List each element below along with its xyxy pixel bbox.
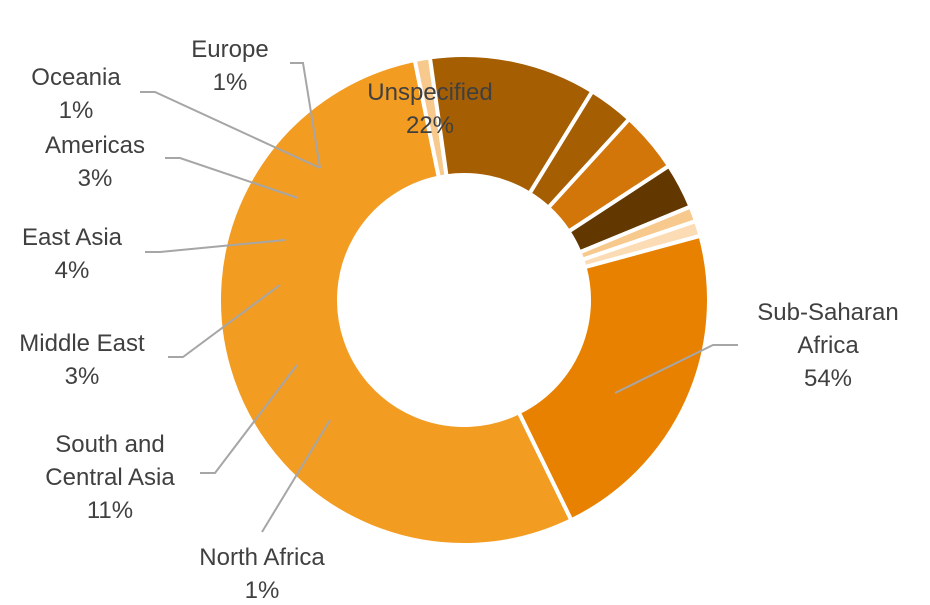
label-line-europe-1: 1% — [213, 69, 248, 96]
label-north-africa: North Africa 1% — [199, 544, 325, 604]
donut-slices — [217, 53, 711, 547]
label-middle-east: Middle East 3% — [19, 330, 145, 390]
label-line-americas-1: 3% — [78, 165, 113, 192]
label-line-unspecified-0: Unspecified — [367, 79, 492, 106]
slice-labels: Sub-Saharan Africa 54% North Africa 1% South … — [19, 36, 898, 604]
slice-unspecified — [516, 233, 711, 523]
label-line-middle-east-0: Middle East — [19, 330, 145, 357]
label-south-and-central-asia: South and Central Asia 11% — [45, 431, 175, 524]
label-line-sub-saharan-africa-1: Africa — [797, 332, 859, 359]
leader-line-americas — [165, 157, 299, 199]
label-unspecified: Unspecified 22% — [367, 79, 492, 139]
label-line-south-and-central-asia-1: Central Asia — [45, 464, 175, 491]
label-line-east-asia-0: East Asia — [22, 224, 123, 251]
label-americas: Americas 3% — [45, 132, 145, 192]
leader-line-middle-east — [168, 284, 281, 358]
label-line-north-africa-1: 1% — [245, 577, 280, 604]
leader-line-east-asia — [145, 239, 286, 253]
label-line-sub-saharan-africa-0: Sub-Saharan — [757, 299, 898, 326]
leader-line-sub-saharan-africa — [614, 344, 738, 394]
label-line-north-africa-0: North Africa — [199, 544, 325, 571]
label-line-oceania-0: Oceania — [31, 64, 121, 91]
label-east-asia: East Asia 4% — [22, 224, 123, 284]
label-sub-saharan-africa: Sub-Saharan Africa 54% — [757, 299, 898, 392]
leader-line-oceania — [140, 91, 321, 169]
label-line-south-and-central-asia-2: 11% — [87, 497, 133, 524]
label-line-middle-east-1: 3% — [65, 363, 100, 390]
slice-sub-saharan-africa — [217, 57, 575, 547]
leader-line-north-africa — [261, 419, 331, 533]
label-line-sub-saharan-africa-2: 54% — [804, 365, 852, 392]
label-line-south-and-central-asia-0: South and — [55, 431, 164, 458]
label-oceania: Oceania 1% — [31, 64, 121, 124]
label-line-unspecified-1: 22% — [406, 112, 454, 139]
label-line-east-asia-1: 4% — [55, 257, 90, 284]
leader-line-south-and-central-asia — [200, 364, 298, 474]
leader-line-europe — [290, 62, 321, 169]
label-line-oceania-1: 1% — [59, 97, 94, 124]
label-line-americas-0: Americas — [45, 132, 145, 159]
leader-lines — [140, 62, 738, 533]
label-line-europe-0: Europe — [191, 36, 268, 63]
label-europe: Europe 1% — [191, 36, 268, 96]
